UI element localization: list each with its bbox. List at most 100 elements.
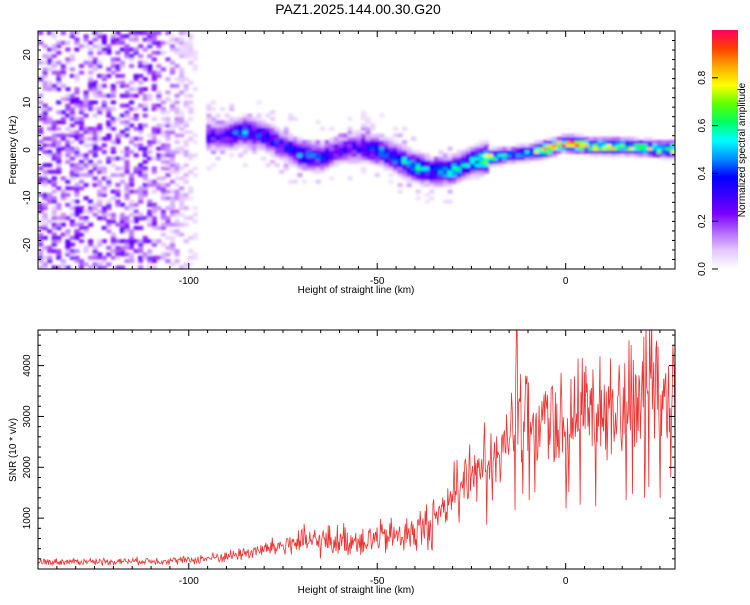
spectrogram-cell: [119, 133, 126, 138]
spectrogram-cell: [151, 255, 157, 260]
spectrogram-cell: [543, 153, 549, 158]
spectrogram-cell: [65, 239, 71, 244]
spectrogram-cell: [392, 153, 399, 158]
spectrogram-cell: [42, 163, 48, 168]
spectrogram-cell: [97, 252, 103, 257]
spectrogram-cell: [301, 146, 308, 151]
spectrogram-cell: [424, 192, 430, 197]
spectrogram-cell: [119, 37, 126, 42]
spectrogram-cell: [179, 54, 185, 59]
spectrogram-cell: [165, 116, 171, 121]
spectrogram-cell: [147, 40, 153, 45]
spectrogram-cell: [124, 206, 130, 211]
spectrogram-cell: [206, 113, 212, 118]
spectrogram-cell: [92, 143, 98, 148]
spectrogram-cell: [147, 255, 153, 260]
spectrogram-cell: [115, 222, 121, 227]
spectrogram-cell: [388, 153, 394, 158]
spectrogram-cell: [151, 222, 157, 227]
spectrogram-cell: [183, 150, 189, 154]
spectrogram-cell: [647, 140, 653, 144]
spectrogram-cell: [388, 150, 394, 154]
spectrogram-cell: [311, 146, 317, 151]
spectrogram-cell: [279, 169, 285, 174]
spectrogram-cell: [56, 140, 62, 144]
spectrogram-cell: [183, 93, 189, 98]
spectrogram-cell: [474, 173, 480, 178]
spectrogram-cell: [192, 235, 198, 240]
spectrogram-cell: [138, 103, 144, 108]
spectrogram-cell: [51, 179, 57, 184]
spectrogram-cell: [160, 153, 166, 158]
spectrogram-cell: [456, 176, 462, 181]
spectrogram-cell: [442, 183, 449, 187]
spectrogram-cell: [151, 34, 157, 39]
spectrogram-cell: [106, 212, 112, 217]
spectrogram-cell: [47, 57, 53, 62]
spectrogram-cell: [538, 143, 544, 148]
spectrogram-cell: [97, 242, 103, 247]
spectrogram-cell: [165, 150, 171, 154]
spectrogram-cell: [83, 249, 89, 254]
spectrogram-cell: [165, 259, 171, 263]
spectrogram-cell: [88, 40, 94, 45]
spectrogram-cell: [60, 120, 66, 125]
spectrogram-cell: [165, 133, 171, 138]
spectrogram-cell: [169, 47, 176, 52]
spectrogram-cell: [60, 40, 66, 45]
spectrogram-cell: [56, 80, 62, 85]
spectrogram-cell: [42, 44, 48, 49]
colorbar-tick-label: 0.8: [697, 70, 708, 84]
spectrogram-cell: [188, 44, 194, 49]
spectrogram-cell: [51, 242, 57, 247]
spectrogram-cell: [119, 173, 126, 178]
spectrogram-cell: [156, 206, 162, 211]
spectrogram-cell: [361, 153, 367, 158]
spectrogram-cell: [438, 166, 444, 171]
spectrogram-cell: [174, 183, 180, 187]
spectrogram-cell: [97, 31, 103, 35]
spectrogram-cell: [115, 133, 121, 138]
spectrogram-cell: [179, 110, 185, 115]
spectrogram-cell: [356, 136, 362, 141]
spectrogram-cell: [51, 176, 57, 181]
spectrogram-cell: [488, 150, 494, 154]
spectrogram-cell: [97, 110, 103, 115]
colorbar-tick-label: 0.2: [697, 214, 708, 228]
spectrogram-cell: [47, 126, 53, 131]
spectrogram-cell: [169, 196, 176, 201]
spectrogram-cell: [124, 192, 130, 197]
spectrogram-cell: [42, 262, 48, 267]
spectrogram-cell: [156, 123, 162, 128]
spectrogram-cell: [538, 140, 544, 144]
spectrogram-cell: [524, 150, 530, 154]
spectrogram-y-tick-label: 0: [22, 147, 33, 153]
spectrogram-cell: [415, 179, 421, 184]
spectrogram-cell: [279, 150, 285, 154]
spectrogram-cell: [447, 183, 453, 187]
spectrogram-cell: [415, 159, 421, 164]
spectrogram-cell: [192, 153, 198, 158]
spectrogram-cell: [647, 143, 653, 148]
spectrogram-cell: [69, 163, 75, 168]
spectrogram-cell: [429, 196, 435, 201]
spectrogram-cell: [92, 262, 98, 267]
spectrogram-cell: [620, 140, 626, 144]
spectrogram-cell: [520, 146, 526, 151]
spectrogram-cell: [69, 100, 75, 105]
spectrogram-cell: [260, 146, 267, 151]
spectrogram-cell: [174, 120, 180, 125]
spectrogram-cell: [397, 133, 403, 138]
spectrogram-cell: [110, 87, 116, 92]
spectrogram-cell: [301, 163, 308, 168]
spectrogram-cell: [506, 153, 512, 158]
spectrogram-cell: [129, 64, 135, 68]
spectrogram-cell: [183, 100, 189, 105]
spectrogram-cell: [584, 146, 590, 151]
spectrogram-cell: [315, 143, 321, 148]
spectrogram-cell: [74, 133, 80, 138]
spectrogram-cell: [361, 126, 367, 131]
spectrogram-cell: [183, 40, 189, 45]
spectrogram-cell: [279, 156, 285, 161]
spectrogram-cell: [270, 159, 276, 164]
